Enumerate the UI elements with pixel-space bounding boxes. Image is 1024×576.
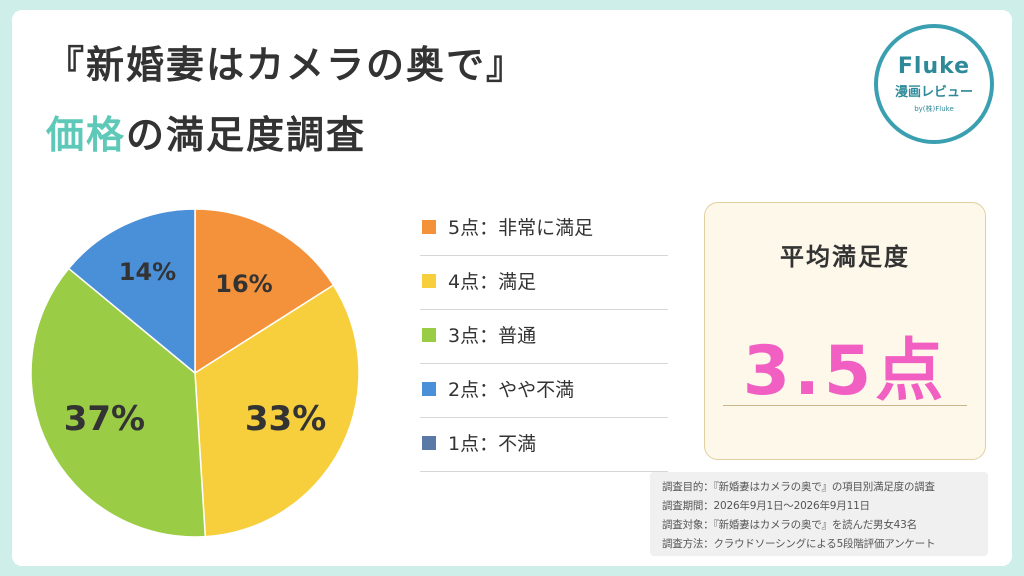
legend-swatch [422,382,436,396]
page-title: 『新婚妻はカメラの奥で』 [46,43,527,87]
legend-label: 5点：非常に満足 [448,217,594,239]
fluke-logo: Fluke 漫画レビュー by(株)Fluke [874,24,994,144]
logo-brand: Fluke [897,54,971,79]
legend-swatch [422,328,436,342]
legend-item: 3点：普通 [420,310,668,364]
slice-label: 37% [64,399,145,439]
note-purpose: 調査目的：『新婚妻はカメラの奥で』の項目別満足度の調査 [662,481,935,493]
legend-item: 2点：やや不満 [420,364,668,418]
average-title: 平均満足度 [780,243,910,271]
legend-label: 1点：不満 [448,433,537,455]
legend-swatch [422,220,436,234]
legend-label: 2点：やや不満 [448,379,575,401]
page-subtitle: 価格の満足度調査 [46,104,366,159]
slice-label: 14% [119,258,176,286]
subtitle-rest: の満足度調査 [126,113,367,157]
pie-chart: 16% 33% 37% 14% [30,208,360,538]
chart-legend: 5点：非常に満足 4点：満足 3点：普通 2点：やや不満 1点：不満 [420,202,668,472]
legend-swatch [422,436,436,450]
legend-item: 5点：非常に満足 [420,202,668,256]
logo-sub: 漫画レビュー [894,85,973,100]
pie-slice [194,284,360,538]
pie-slice [194,208,335,375]
average-divider [723,405,967,406]
slice-label: 33% [245,399,326,439]
note-period: 調査期間：2026年9月1日～2026年9月11日 [662,500,870,512]
legend-item: 1点：不満 [420,418,668,472]
note-method: 調査方法：クラウドソーシングによる5段階評価アンケート [662,538,936,550]
survey-notes: 調査目的：『新婚妻はカメラの奥で』の項目別満足度の調査 調査期間：2026年9月… [650,472,988,556]
note-target: 調査対象：『新婚妻はカメラの奥で』を読んだ男女43名 [662,519,917,531]
legend-label: 4点：満足 [448,271,537,293]
legend-label: 3点：普通 [448,325,537,347]
average-value: 3.5点 [742,332,948,411]
pie-slice [30,267,207,538]
pie-slice [67,208,196,375]
legend-item: 4点：満足 [420,256,668,310]
subtitle-highlight: 価格 [46,113,127,157]
legend-swatch [422,274,436,288]
logo-by: by(株)Fluke [914,105,954,113]
average-score-box: 平均満足度 3.5点 [704,202,986,460]
slice-label: 16% [215,270,272,298]
